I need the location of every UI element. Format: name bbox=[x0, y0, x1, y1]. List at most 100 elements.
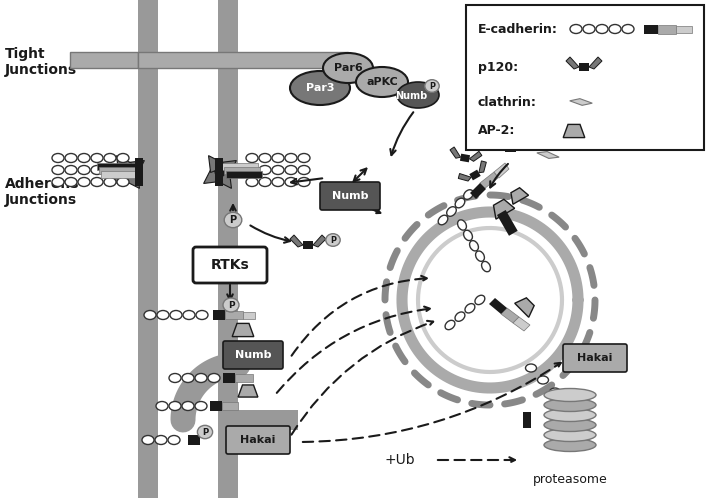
Ellipse shape bbox=[183, 310, 195, 320]
Ellipse shape bbox=[544, 428, 596, 442]
Text: Numb: Numb bbox=[332, 191, 368, 201]
Ellipse shape bbox=[104, 153, 116, 162]
Text: Hakai: Hakai bbox=[577, 353, 612, 363]
Polygon shape bbox=[470, 183, 486, 199]
Polygon shape bbox=[469, 170, 481, 180]
Ellipse shape bbox=[525, 364, 537, 372]
Ellipse shape bbox=[117, 153, 129, 162]
Bar bbox=[676, 26, 692, 33]
Polygon shape bbox=[219, 160, 236, 176]
Ellipse shape bbox=[104, 177, 116, 186]
Bar bbox=[213, 310, 225, 320]
Bar bbox=[225, 311, 243, 319]
Ellipse shape bbox=[246, 153, 258, 162]
Ellipse shape bbox=[78, 177, 90, 186]
Text: AP-2:: AP-2: bbox=[478, 124, 515, 136]
Polygon shape bbox=[209, 155, 224, 172]
Text: P: P bbox=[429, 82, 435, 91]
Ellipse shape bbox=[65, 165, 77, 174]
Ellipse shape bbox=[425, 80, 439, 92]
Bar bbox=[243, 312, 255, 319]
Ellipse shape bbox=[464, 190, 473, 199]
Bar bbox=[215, 158, 223, 186]
Ellipse shape bbox=[285, 153, 297, 162]
Polygon shape bbox=[493, 199, 515, 219]
Ellipse shape bbox=[290, 71, 350, 105]
Ellipse shape bbox=[455, 312, 465, 321]
Polygon shape bbox=[127, 160, 144, 176]
FancyBboxPatch shape bbox=[226, 426, 290, 454]
Ellipse shape bbox=[356, 67, 408, 97]
Polygon shape bbox=[537, 151, 559, 158]
Ellipse shape bbox=[122, 166, 134, 177]
Text: +Ub: +Ub bbox=[384, 453, 416, 467]
Bar bbox=[70, 52, 138, 68]
Polygon shape bbox=[480, 172, 498, 189]
Text: Hakai: Hakai bbox=[240, 435, 275, 445]
Ellipse shape bbox=[609, 24, 621, 33]
Ellipse shape bbox=[464, 230, 472, 241]
Polygon shape bbox=[238, 385, 258, 397]
Ellipse shape bbox=[155, 435, 167, 445]
Ellipse shape bbox=[195, 374, 207, 382]
Bar bbox=[224, 167, 260, 174]
Polygon shape bbox=[460, 154, 470, 162]
Polygon shape bbox=[566, 57, 579, 69]
Bar bbox=[218, 0, 238, 498]
Ellipse shape bbox=[326, 234, 341, 247]
Ellipse shape bbox=[91, 165, 103, 174]
Ellipse shape bbox=[272, 165, 284, 174]
Polygon shape bbox=[458, 173, 471, 181]
Polygon shape bbox=[563, 124, 585, 137]
Ellipse shape bbox=[52, 177, 64, 186]
Ellipse shape bbox=[272, 177, 284, 186]
Ellipse shape bbox=[323, 53, 373, 83]
Ellipse shape bbox=[544, 439, 596, 452]
Polygon shape bbox=[290, 235, 303, 247]
Ellipse shape bbox=[544, 398, 596, 411]
Ellipse shape bbox=[182, 401, 194, 410]
Text: Tight
Junctions: Tight Junctions bbox=[5, 47, 77, 77]
Bar bbox=[226, 171, 262, 178]
Bar bbox=[101, 171, 139, 178]
Text: clathrin:: clathrin: bbox=[478, 96, 537, 109]
Bar bbox=[210, 401, 222, 411]
Bar bbox=[235, 374, 253, 382]
Ellipse shape bbox=[208, 374, 220, 382]
Bar bbox=[135, 158, 143, 186]
Ellipse shape bbox=[298, 165, 310, 174]
Ellipse shape bbox=[583, 24, 595, 33]
Ellipse shape bbox=[285, 177, 297, 186]
Polygon shape bbox=[204, 168, 220, 183]
Ellipse shape bbox=[65, 177, 77, 186]
Ellipse shape bbox=[52, 165, 64, 174]
Polygon shape bbox=[513, 317, 530, 331]
Ellipse shape bbox=[445, 320, 455, 330]
Bar bbox=[658, 25, 676, 34]
Bar bbox=[188, 435, 200, 445]
Polygon shape bbox=[501, 308, 519, 323]
Polygon shape bbox=[505, 143, 515, 152]
Bar bbox=[97, 163, 135, 170]
Polygon shape bbox=[117, 155, 132, 172]
Ellipse shape bbox=[457, 220, 467, 230]
Polygon shape bbox=[217, 171, 232, 188]
Polygon shape bbox=[303, 241, 313, 249]
Polygon shape bbox=[494, 163, 509, 178]
Text: aPKC: aPKC bbox=[366, 77, 398, 87]
Ellipse shape bbox=[144, 310, 156, 320]
Ellipse shape bbox=[182, 374, 194, 382]
Ellipse shape bbox=[272, 153, 284, 162]
Bar bbox=[222, 402, 238, 410]
Ellipse shape bbox=[285, 165, 297, 174]
Ellipse shape bbox=[570, 24, 582, 33]
Polygon shape bbox=[511, 188, 529, 204]
Ellipse shape bbox=[170, 310, 182, 320]
Ellipse shape bbox=[91, 153, 103, 162]
Ellipse shape bbox=[78, 153, 90, 162]
Ellipse shape bbox=[544, 418, 596, 431]
Ellipse shape bbox=[52, 153, 64, 162]
Polygon shape bbox=[489, 298, 507, 314]
Polygon shape bbox=[515, 137, 530, 150]
Ellipse shape bbox=[65, 153, 77, 162]
